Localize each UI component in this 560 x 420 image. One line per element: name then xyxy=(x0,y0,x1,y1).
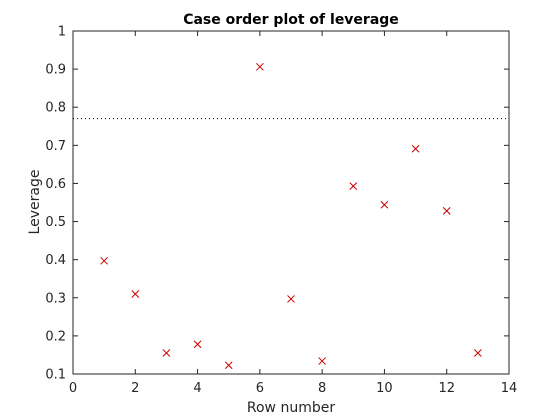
y-tick-label: 0.8 xyxy=(45,101,66,116)
x-tick-label: 2 xyxy=(131,381,139,396)
x-tick-label: 6 xyxy=(256,381,264,396)
x-tick-label: 14 xyxy=(501,381,518,396)
data-point xyxy=(100,256,108,265)
plot-area: 0 2 4 6 8 10 12 14 0.1 0.2 0.3 0.4 0.5 0.6 0.7 0.8 0.9 1 xyxy=(45,25,517,397)
y-tick-label: 0.4 xyxy=(45,253,66,268)
x-tick-label: 8 xyxy=(318,381,326,396)
data-point xyxy=(349,182,358,190)
y-tick-label: 0.5 xyxy=(45,215,66,230)
data-point xyxy=(224,361,233,370)
y-tick-label: 0.2 xyxy=(45,329,66,344)
y-tick-label: 1 xyxy=(58,25,66,40)
data-point xyxy=(256,62,264,71)
data-point xyxy=(411,144,420,153)
x-tick-label: 12 xyxy=(438,381,455,396)
data-point xyxy=(193,340,202,349)
data-point xyxy=(442,207,451,215)
x-axis-title: Row number xyxy=(247,400,335,416)
y-tick-label: 0.9 xyxy=(45,63,66,78)
y-tick-label: 0.1 xyxy=(45,368,66,383)
chart-title: Case order plot of leverage xyxy=(183,12,399,28)
x-tick-label: 10 xyxy=(376,381,393,396)
x-tick-label: 0 xyxy=(69,381,77,396)
y-tick-label: 0.7 xyxy=(45,139,66,154)
data-point xyxy=(162,349,171,357)
y-tick-label: 0.3 xyxy=(45,291,66,306)
data-point xyxy=(287,295,295,303)
data-point xyxy=(474,349,482,357)
x-tick-label: 4 xyxy=(193,381,201,396)
y-tick-label: 0.6 xyxy=(45,177,66,192)
data-point xyxy=(131,290,140,298)
data-point xyxy=(380,200,389,209)
axes-box xyxy=(72,30,510,375)
y-axis-title: Leverage xyxy=(27,170,43,235)
data-point xyxy=(318,357,326,365)
